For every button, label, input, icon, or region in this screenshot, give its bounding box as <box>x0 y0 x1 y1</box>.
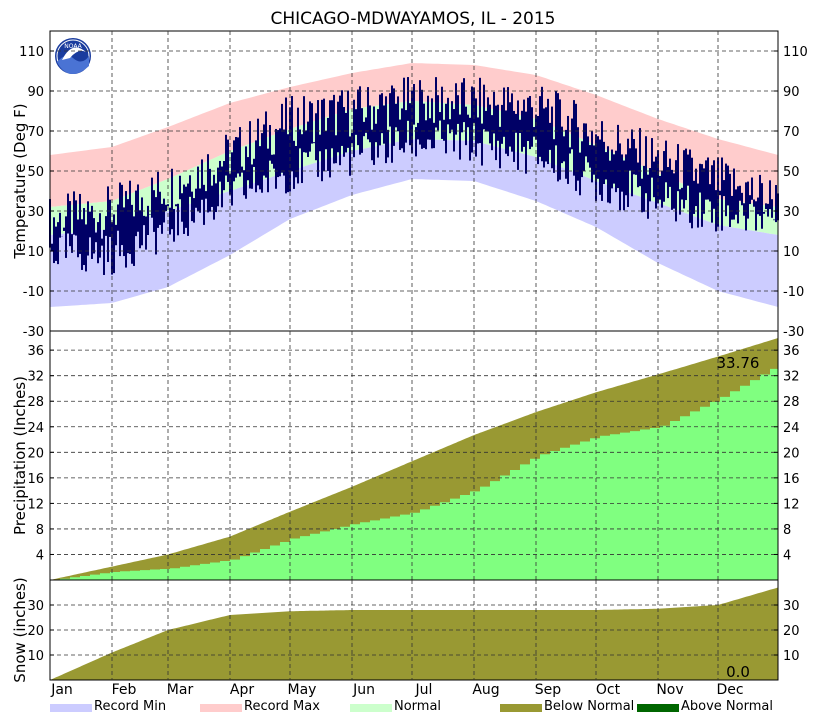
precipitation-tick-left: 24 <box>27 421 44 436</box>
snow-total-annotation: 0.0 <box>726 663 750 681</box>
precipitation-tick-right: 28 <box>783 395 800 410</box>
legend-swatch <box>200 704 242 712</box>
month-axis: Jan Feb Mar Apr May Jun Jul Aug Sep Oct Nov Dec <box>50 682 743 698</box>
svg-text:NOAA: NOAA <box>64 43 82 50</box>
temperature-tick-right: 30 <box>783 205 800 220</box>
legend-label: Record Min <box>94 699 166 714</box>
legend-label: Below Normal <box>544 699 634 714</box>
snow-tick-left: 30 <box>27 599 44 614</box>
temperature-tick-left: 110 <box>19 45 44 60</box>
precipitation-tick-right: 32 <box>783 370 800 385</box>
precipitation-tick-right: 20 <box>783 446 800 461</box>
precipitation-tick-right: 24 <box>783 421 800 436</box>
month-label: Oct <box>596 682 621 698</box>
precipitation-tick-right: 12 <box>783 497 800 512</box>
legend-label: Record Max <box>244 699 320 714</box>
snow-tick-left: 20 <box>27 624 44 639</box>
precipitation-tick-right: 8 <box>783 523 791 538</box>
temperature-tick-left: -10 <box>23 285 44 300</box>
precipitation-tick-left: 20 <box>27 446 44 461</box>
temperature-tick-right: 50 <box>783 165 800 180</box>
temperature-tick-right: -10 <box>783 285 804 300</box>
precipitation-tick-left: 16 <box>27 472 44 487</box>
month-label: Mar <box>167 682 194 698</box>
temperature-series <box>49 63 779 307</box>
month-label: Sep <box>535 682 562 698</box>
precipitation-tick-left: 32 <box>27 370 44 385</box>
precipitation-tick-left: 8 <box>36 523 44 538</box>
precip-total-annotation: 33.76 <box>717 354 760 372</box>
snow-tick-right: 10 <box>783 649 800 664</box>
temperature-tick-right: 10 <box>783 245 800 260</box>
legend-label: Normal <box>394 699 441 714</box>
month-label: Aug <box>472 682 499 698</box>
month-label: Nov <box>656 682 683 698</box>
precipitation-series <box>50 338 778 580</box>
record-max-band <box>50 63 778 207</box>
legend-swatch <box>50 704 92 712</box>
precipitation-tick-left: 28 <box>27 395 44 410</box>
precipitation-tick-left: 12 <box>27 497 44 512</box>
precipitation-tick-left: 4 <box>36 548 44 563</box>
snow-tick-right: 20 <box>783 624 800 639</box>
noaa-logo: NOAA <box>53 36 93 76</box>
precipitation-tick-right: 4 <box>783 548 791 563</box>
month-label: Dec <box>716 682 743 698</box>
legend-swatch <box>500 704 542 712</box>
snow-normal-area <box>50 587 778 680</box>
snow-series <box>50 587 778 680</box>
temperature-ylabel: Temperature (Deg F) <box>11 103 29 259</box>
precip-actual-area <box>50 364 778 580</box>
temperature-tick-right: 70 <box>783 125 800 140</box>
chart-title: CHICAGO-MDWAYAMOS, IL - 2015 <box>270 9 555 29</box>
precipitation-tick-left: 36 <box>27 344 44 359</box>
precipitation-panel: 4 4 8 8 12 12 16 16 20 20 24 24 28 28 32 32 36 36 Precipit… <box>11 330 800 581</box>
temperature-tick-left: 10 <box>27 245 44 260</box>
temperature-tick-right: 90 <box>783 85 800 100</box>
legend: Record Min Record Max Normal Below Normal Ab… <box>50 699 773 714</box>
temperature-tick-left: 70 <box>27 125 44 140</box>
precipitation-tick-right: 36 <box>783 344 800 359</box>
month-label: Jul <box>415 682 433 698</box>
temperature-tick-left: 90 <box>27 85 44 100</box>
legend-swatch <box>350 704 392 712</box>
snow-tick-right: 30 <box>783 599 800 614</box>
month-label: Jun <box>352 682 375 698</box>
precipitation-tick-right: 16 <box>783 472 800 487</box>
snow-ylabel: Snow (inches) <box>11 577 29 682</box>
temperature-tick-left: 50 <box>27 165 44 180</box>
temperature-tick-left: 30 <box>27 205 44 220</box>
month-label: Jan <box>50 682 73 698</box>
month-label: Feb <box>112 682 137 698</box>
temperature-tick-left: -30 <box>23 325 44 340</box>
temperature-tick-right: -30 <box>783 325 804 340</box>
temperature-panel: -30 -30 -10 -10 10 10 30 30 50 50 70 70 90 90 110 110 Te… <box>11 30 808 340</box>
legend-swatch <box>637 704 679 712</box>
legend-label: Above Normal <box>681 699 773 714</box>
precipitation-ylabel: Precipitation (Inches) <box>11 376 29 535</box>
month-label: Apr <box>230 682 254 698</box>
snow-tick-left: 10 <box>27 649 44 664</box>
month-label: May <box>288 682 317 698</box>
temperature-tick-right: 110 <box>783 45 808 60</box>
